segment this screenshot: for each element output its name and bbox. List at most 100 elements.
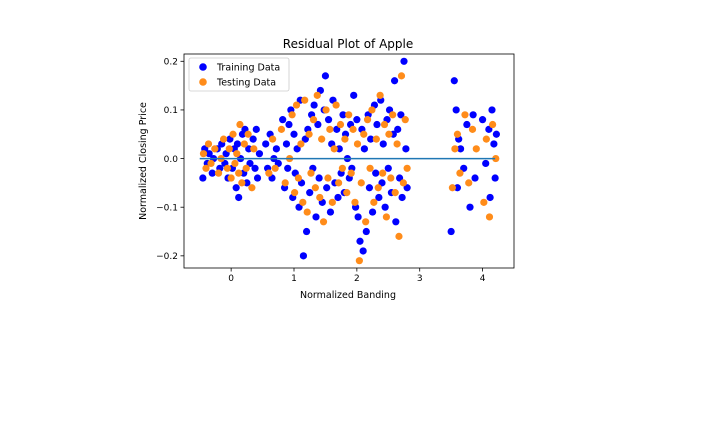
data-point [240,140,248,148]
data-point [353,116,361,124]
data-point [306,189,314,197]
data-point [491,174,499,182]
data-point [482,135,490,143]
data-point [395,232,403,240]
data-point [293,145,301,153]
data-point [336,120,345,129]
data-point [235,193,243,202]
data-point [447,227,455,236]
data-point [255,150,264,158]
data-point [450,77,458,85]
data-point [277,125,286,133]
data-point [375,193,383,202]
data-point [326,125,334,133]
data-point [316,193,324,202]
data-point [302,227,311,236]
data-point [360,145,368,153]
x-axis-label: Normalized Banding [300,290,396,301]
data-point [333,125,341,133]
data-point [204,140,213,148]
data-point [332,101,340,109]
data-point [229,130,237,138]
data-point [199,174,207,182]
data-point [351,198,359,206]
series-testing [199,72,500,265]
y-tick-label: 0.1 [164,106,178,116]
data-point [301,96,309,104]
data-point [253,174,262,182]
data-point [485,213,494,221]
data-point [225,145,233,153]
data-point [238,179,246,187]
data-point [466,203,474,211]
series-training [199,57,500,260]
data-point [367,135,375,143]
data-point [309,116,318,124]
data-point [389,111,397,119]
data-point [330,145,338,153]
data-point [403,184,411,192]
data-point [379,169,387,177]
data-point [489,120,497,129]
data-point [356,237,364,245]
data-point [323,184,331,192]
data-point [303,208,311,216]
data-point [370,198,378,206]
data-point [460,164,468,172]
x-tick-label: 4 [480,274,486,284]
data-point [366,164,374,172]
y-tick-label: 0.2 [164,57,178,67]
data-point [214,169,223,177]
data-point [391,189,399,197]
x-axis-ticks: 0 1 2 3 4 [228,268,486,284]
data-point [448,184,456,192]
data-point [492,154,500,163]
data-point [324,116,333,124]
data-point [379,140,387,148]
data-point [378,179,386,187]
data-point [326,208,335,216]
data-point [284,164,292,172]
data-point [480,198,488,206]
data-point [492,130,500,138]
data-point [299,198,307,206]
data-point [397,72,406,80]
data-point [456,145,465,153]
data-point [339,111,347,119]
data-point [294,174,302,182]
data-point [315,174,323,182]
data-point [453,130,462,138]
data-point [400,57,408,65]
data-point [362,227,370,236]
data-point [282,140,291,148]
data-point [380,120,389,129]
data-point [295,203,303,211]
data-point [314,120,322,129]
data-point [393,140,401,148]
data-point [482,159,490,168]
data-point [249,135,257,143]
legend-marker-testing [199,78,207,86]
data-point [207,159,215,168]
data-point [456,169,464,177]
data-point [485,125,493,133]
data-point [265,169,273,177]
data-point [297,140,305,148]
data-point [353,140,362,148]
data-point [453,184,462,192]
data-point [328,198,336,206]
data-point [291,189,299,197]
data-point [465,179,473,187]
data-point [311,184,319,192]
data-point [463,120,471,129]
data-point [322,106,330,114]
x-tick-label: 0 [228,274,234,284]
plot-area-frame [183,53,515,269]
data-point [397,111,405,119]
legend-label-training: Training Data [216,63,280,74]
data-point [461,111,469,119]
data-point [373,120,381,129]
data-point [236,120,244,129]
data-point [390,77,399,85]
data-point [281,179,289,187]
